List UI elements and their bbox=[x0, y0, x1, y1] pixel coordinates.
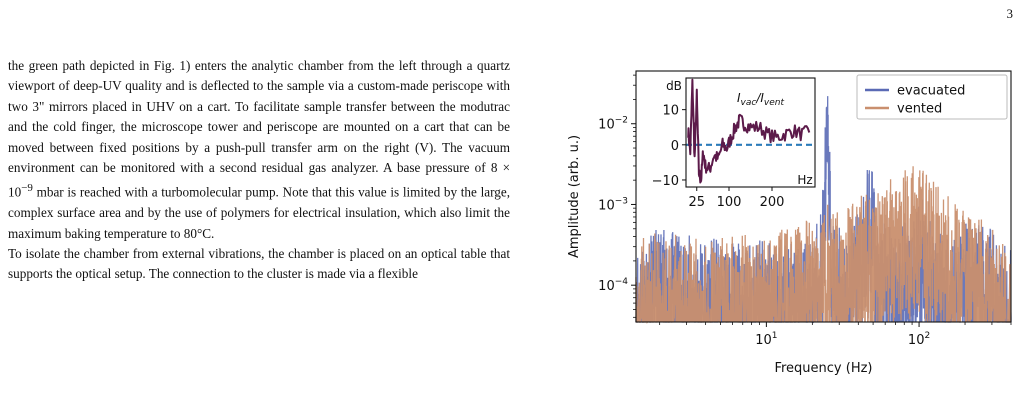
paragraph-1: the green path depicted in Fig. 1) enter… bbox=[8, 56, 510, 244]
temperature-unit: °C. bbox=[196, 225, 215, 241]
y-axis-label: Amplitude (arb. u.) bbox=[567, 135, 582, 258]
legend-box bbox=[856, 74, 1008, 120]
y-tick-label-−3: 10−3 bbox=[598, 196, 628, 213]
inset-ratio-series bbox=[687, 78, 811, 184]
inset-x-tick-label: 200 bbox=[760, 195, 785, 210]
body-text: the green path depicted in Fig. 1) enter… bbox=[8, 56, 510, 285]
inset-x-tick-label: 25 bbox=[688, 195, 705, 210]
pressure-value: 8 × 10 bbox=[8, 160, 511, 200]
figure-spectrum: 101 102 10−4 10−3 10−2 Frequency (Hz) Amplitud… bbox=[560, 60, 1020, 390]
legend-label-evacuated: evacuated bbox=[897, 84, 965, 99]
page-number: 3 bbox=[1006, 6, 1014, 21]
y-tick-label-−2: 10−2 bbox=[598, 116, 628, 133]
amplitude-spectrum-chart: 101 102 10−4 10−3 10−2 Frequency (Hz) Amplitud… bbox=[567, 70, 1012, 376]
pressure-exponent: −9 bbox=[21, 182, 33, 195]
inset-x-unit-label: Hz bbox=[797, 173, 812, 187]
inset-unit-label: dB bbox=[666, 79, 682, 93]
x-tick-label-2: 102 bbox=[908, 331, 930, 348]
x-tick-label-1: 101 bbox=[755, 331, 777, 348]
inset-y-tick-label: 0 bbox=[671, 139, 679, 154]
inset-y-tick-label: −10 bbox=[652, 174, 679, 189]
series-vented bbox=[635, 166, 1012, 325]
y-tick-label-−4: 10−4 bbox=[598, 277, 628, 294]
inset-axes-frame bbox=[685, 77, 816, 188]
inset-y-tick-label: 10 bbox=[662, 104, 679, 119]
legend-label-vented: vented bbox=[897, 102, 942, 117]
inset-title: Ivac/Ivent bbox=[737, 91, 785, 108]
paragraph-2: To isolate the chamber from external vib… bbox=[8, 246, 510, 282]
paragraph-1-text-continued: mbar is reached with a turbomolecular pu… bbox=[8, 184, 510, 241]
paragraph-1-text: the green path depicted in Fig. 1) enter… bbox=[8, 58, 510, 176]
x-axis-label: Frequency (Hz) bbox=[774, 361, 872, 376]
main-axes-frame bbox=[635, 70, 1012, 323]
inset-x-tick-label: 100 bbox=[717, 195, 742, 210]
